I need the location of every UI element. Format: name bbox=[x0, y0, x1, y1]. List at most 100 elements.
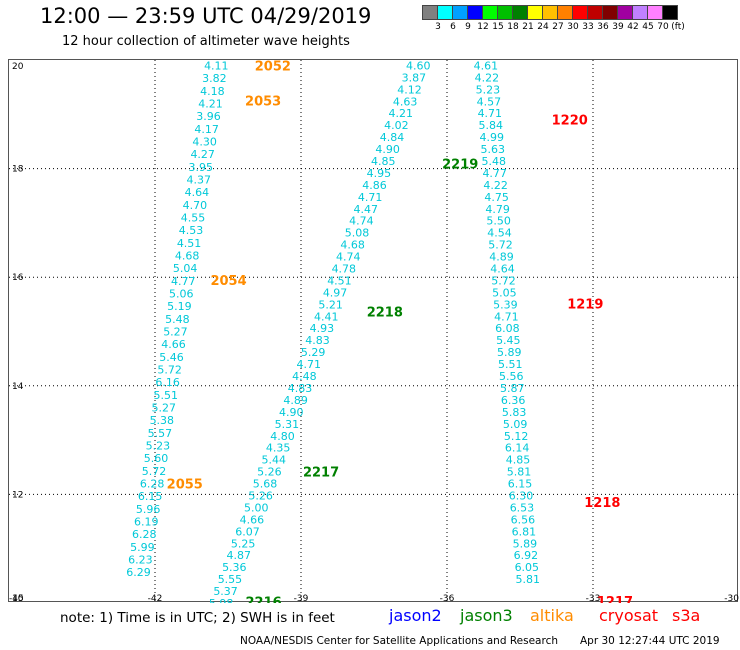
wave-height-value: 6.15 bbox=[138, 490, 163, 503]
wave-height-value: 4.71 bbox=[358, 191, 383, 204]
color-scale-label: 18 bbox=[507, 22, 519, 32]
color-scale-label: 21 bbox=[522, 22, 534, 32]
wave-height-value: 4.22 bbox=[475, 71, 500, 84]
wave-height-value: 4.95 bbox=[367, 167, 392, 180]
wave-height-value: 5.25 bbox=[231, 537, 256, 550]
wave-height-value: 4.86 bbox=[362, 179, 387, 192]
wave-height-value: 4.78 bbox=[332, 263, 357, 276]
wave-height-value: 4.99 bbox=[480, 131, 505, 144]
pass-time-label: 2054 bbox=[210, 274, 246, 289]
wave-height-value: 5.56 bbox=[499, 370, 524, 383]
color-scale-cell bbox=[617, 5, 633, 20]
wave-height-value: 6.16 bbox=[155, 376, 180, 389]
wave-height-value: 5.98 bbox=[209, 597, 234, 603]
wave-height-value: 3.95 bbox=[188, 161, 213, 174]
legend-jason2: jason2 bbox=[389, 606, 442, 625]
wave-height-value: 4.02 bbox=[384, 119, 409, 132]
wave-height-value: 4.85 bbox=[371, 155, 396, 168]
wave-height-value: 4.17 bbox=[194, 123, 219, 136]
wave-height-value: 4.97 bbox=[323, 286, 348, 299]
wave-height-value: 4.71 bbox=[297, 358, 322, 371]
altimeter-map[interactable]: -45 -42 -39 -36 -33 -301214161820104.113.824.… bbox=[9, 60, 739, 603]
pass-time-label: 1217 bbox=[597, 595, 633, 603]
wave-height-value: 4.68 bbox=[340, 239, 365, 252]
wave-height-value: 4.71 bbox=[478, 107, 503, 120]
wave-height-value: 6.92 bbox=[514, 549, 539, 562]
wave-height-value: 5.23 bbox=[146, 440, 171, 453]
wave-height-value: 4.66 bbox=[240, 513, 265, 526]
wave-height-value: 4.66 bbox=[161, 338, 186, 351]
wave-height-value: 4.83 bbox=[305, 334, 330, 347]
wave-height-value: 5.19 bbox=[167, 300, 192, 313]
wave-height-value: 4.90 bbox=[375, 143, 400, 156]
wave-height-value: 5.96 bbox=[136, 503, 161, 516]
color-scale-label: 6 bbox=[450, 22, 456, 32]
wave-height-value: 4.93 bbox=[310, 322, 335, 335]
wave-height-value: 5.27 bbox=[163, 326, 188, 339]
wave-height-value: 5.63 bbox=[480, 143, 505, 156]
wave-height-value: 4.74 bbox=[336, 251, 361, 264]
wave-height-value: 5.72 bbox=[157, 364, 182, 377]
wave-height-value: 5.05 bbox=[492, 286, 517, 299]
wave-height-value: 5.06 bbox=[169, 287, 194, 300]
wave-height-value: 4.87 bbox=[226, 549, 251, 562]
wave-height-value: 4.18 bbox=[200, 85, 225, 98]
wave-height-value: 5.89 bbox=[497, 346, 522, 359]
wave-height-value: 4.21 bbox=[198, 97, 223, 110]
pass-time-label: 1218 bbox=[584, 496, 620, 511]
wave-height-value: 5.72 bbox=[142, 465, 167, 478]
color-scale-label: 30 bbox=[567, 22, 579, 32]
wave-height-value: 6.15 bbox=[508, 478, 533, 491]
wave-height-value: 5.84 bbox=[479, 119, 504, 132]
pass-time-label: 2218 bbox=[367, 305, 403, 320]
y-tick-label: 10 bbox=[12, 594, 24, 603]
wave-height-value: 4.55 bbox=[181, 211, 206, 224]
color-scale-labels: 3 6 9 12 15 18 21 24 27 30 33 36 39 42 45 70 (ft) bbox=[422, 20, 685, 34]
wave-height-value: 4.57 bbox=[477, 95, 502, 108]
wave-height-value: 4.79 bbox=[485, 203, 510, 216]
color-scale-label: 42 bbox=[627, 22, 639, 32]
y-tick-label: 14 bbox=[12, 382, 24, 392]
wave-height-value: 5.57 bbox=[148, 427, 173, 440]
footer-note: note: 1) Time is in UTC; 2) SWH is in fe… bbox=[60, 610, 335, 626]
wave-height-value: 4.83 bbox=[288, 382, 313, 395]
wave-height-value: 5.48 bbox=[481, 155, 506, 168]
x-tick-label: -33 bbox=[586, 594, 601, 603]
color-scale-cell bbox=[662, 5, 678, 20]
pass-time-label: 1219 bbox=[567, 297, 603, 312]
legend-jason3: jason3 bbox=[460, 606, 513, 625]
color-scale-label: 24 bbox=[537, 22, 549, 32]
legend-s3a: s3a bbox=[672, 606, 701, 625]
wave-height-value: 6.53 bbox=[510, 501, 535, 514]
wave-height-value: 4.74 bbox=[349, 215, 374, 228]
wave-height-value: 6.36 bbox=[501, 394, 526, 407]
wave-height-value: 5.12 bbox=[504, 430, 529, 443]
color-scale-label: 12 bbox=[477, 22, 489, 32]
wave-height-value: 5.04 bbox=[173, 262, 198, 275]
wave-height-value: 5.45 bbox=[496, 334, 521, 347]
wave-height-value: 4.41 bbox=[314, 310, 339, 323]
color-scale-legend: 3 6 9 12 15 18 21 24 27 30 33 36 39 42 45 70 (ft) bbox=[422, 5, 685, 34]
wave-height-value: 6.23 bbox=[128, 554, 153, 567]
map-plot-area[interactable]: -45 -42 -39 -36 -33 -30 12 14 16 18 20 10 4.11 3.82 4.… bbox=[8, 59, 739, 603]
wave-height-value: 4.37 bbox=[187, 173, 212, 186]
legend-cryosat: cryosat bbox=[599, 606, 659, 625]
wave-height-value: 4.80 bbox=[270, 430, 295, 443]
wave-height-value: 4.51 bbox=[177, 237, 202, 250]
wave-height-value: 6.07 bbox=[235, 525, 260, 538]
wave-height-value: 6.08 bbox=[495, 322, 520, 335]
wave-height-value: 5.08 bbox=[345, 227, 370, 240]
wave-height-value: 5.00 bbox=[244, 501, 269, 514]
x-tick-label: -30 bbox=[724, 594, 739, 603]
color-scale-cell bbox=[647, 5, 663, 20]
color-scale-cell bbox=[542, 5, 558, 20]
wave-height-value: 4.85 bbox=[506, 454, 531, 467]
color-scale-cell bbox=[497, 5, 513, 20]
wave-height-value: 4.61 bbox=[474, 60, 499, 72]
pass-time-label: 2219 bbox=[442, 158, 478, 173]
wave-height-value: 5.09 bbox=[503, 418, 528, 431]
wave-height-value: 5.37 bbox=[213, 585, 238, 598]
wave-height-value: 5.44 bbox=[261, 454, 286, 467]
wave-height-value: 5.46 bbox=[159, 351, 184, 364]
wave-height-value: 5.60 bbox=[144, 452, 169, 465]
